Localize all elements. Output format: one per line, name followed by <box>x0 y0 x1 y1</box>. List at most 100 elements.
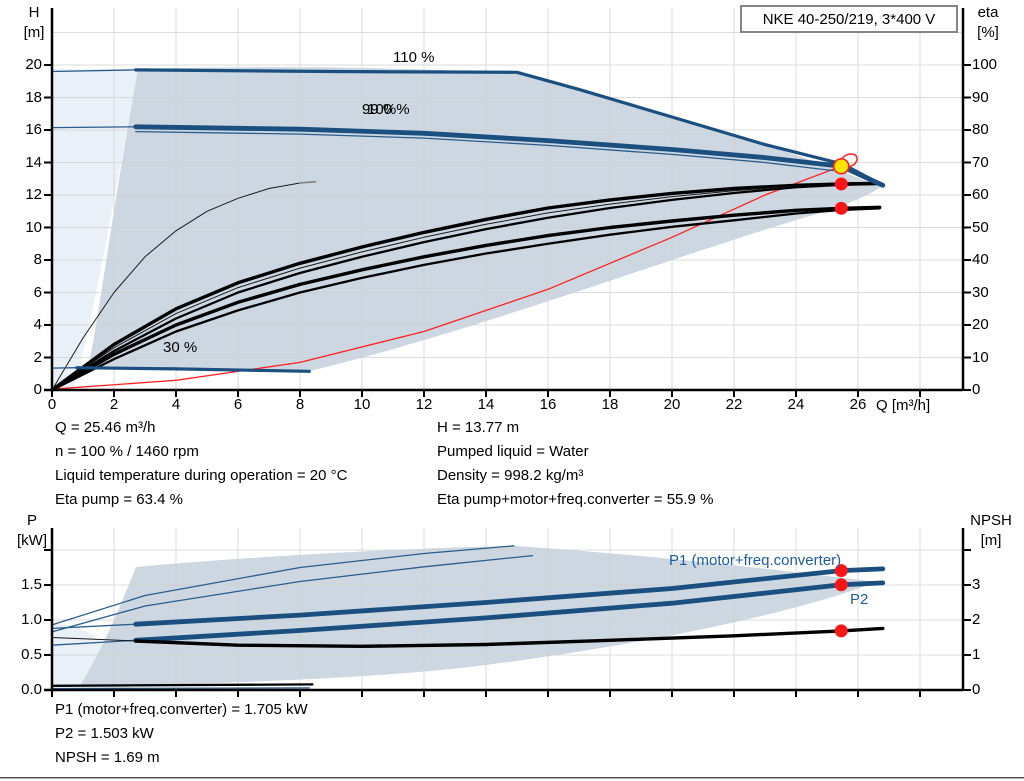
qh-30-curve <box>75 366 311 373</box>
qh-99-curve <box>135 130 834 172</box>
qh-100-curve-thin <box>51 126 137 129</box>
h-axis-tick-labels: 20 18 16 14 12 10 8 6 4 2 0 <box>6 56 42 399</box>
info-line: Pumped liquid = Water <box>437 443 589 460</box>
tick-label: 100 <box>972 56 998 73</box>
tick-label: 50 <box>972 218 989 236</box>
p1-curve <box>133 566 886 627</box>
eta-total-curve <box>50 205 882 392</box>
tick-label: 1 <box>972 646 981 663</box>
qh-limit-curve-red <box>51 165 842 390</box>
p-axis-title-line1: P <box>26 512 37 529</box>
info-line: P2 = 1.503 kW <box>55 725 154 742</box>
p-30-curve-black <box>50 683 314 687</box>
tick-label: 70 <box>972 153 989 171</box>
p1-marker <box>834 564 848 578</box>
tick-label: 16 <box>25 121 42 138</box>
eta-axis-title-line2: [%] <box>977 24 999 41</box>
p1-curve-thin <box>51 623 137 630</box>
qh-100-curve <box>133 124 886 188</box>
tick-label: 60 <box>972 186 989 203</box>
info-line: Liquid temperature during operation = 20… <box>55 467 348 484</box>
tick-label: 16 <box>539 396 557 413</box>
p2-curve-thin <box>51 639 137 646</box>
pump-title: NKE 40-250/219, 3*400 V <box>762 10 936 28</box>
p2-marker <box>834 578 848 592</box>
h-axis-title-line1: H <box>28 4 40 21</box>
tick-label: 6 <box>233 396 243 413</box>
eta-axis-title-line1: eta <box>977 4 999 21</box>
q-axis-tick-labels: 0 2 4 6 8 10 12 14 16 18 20 22 24 26 <box>32 396 878 414</box>
tick-label: 8 <box>33 251 42 268</box>
npsh-axis-tick-labels: 3 2 1 0 <box>972 576 1012 699</box>
tick-label: 10 <box>353 396 371 413</box>
tick-label: 18 <box>25 88 42 106</box>
p1-110-curve <box>51 545 515 626</box>
tick-label: 3 <box>972 576 981 593</box>
info-line: Density = 998.2 kg/m³ <box>437 467 584 484</box>
eta-total-marker <box>834 201 848 215</box>
tick-label: 4 <box>33 316 42 333</box>
tick-label: 0 <box>972 681 981 698</box>
top-light-region <box>52 69 138 390</box>
eta-pump-curve-b <box>50 182 881 392</box>
p-30-curve-blue <box>51 687 310 690</box>
info-line: H = 13.77 m <box>437 419 520 436</box>
tick-label: 0 <box>33 381 42 398</box>
tick-label: 12 <box>25 186 42 203</box>
npsh-curve-thin <box>51 637 137 642</box>
duty-point-marker[interactable] <box>832 157 850 175</box>
speed-label-99: 99 % <box>362 101 397 118</box>
tick-label: 0 <box>47 396 57 413</box>
tick-label: 20 <box>25 56 42 73</box>
tick-label: 6 <box>33 283 42 301</box>
tick-label: 0 <box>972 381 981 398</box>
eta-110-curve-end <box>299 180 317 184</box>
p2-110-curve <box>51 554 534 633</box>
tick-label: 80 <box>972 121 989 138</box>
tick-label: 24 <box>787 396 805 413</box>
footer-panel: P1 (motor+freq.converter) = 1.705 kW P2 =… <box>55 698 308 770</box>
p2-curve-label: P2 <box>850 591 869 608</box>
tick-label: 2 <box>109 396 119 413</box>
bottom-divider <box>0 777 1024 779</box>
speed-label-30: 30 % <box>163 339 198 356</box>
qh-110-curve-thin <box>51 69 137 73</box>
tick-label: 1.0 <box>21 611 42 628</box>
qh-110-curve <box>134 68 885 187</box>
npsh-marker <box>834 624 848 638</box>
tick-label: 20 <box>972 316 989 333</box>
tick-label: 0.0 <box>21 681 42 698</box>
tick-label: 0.5 <box>21 646 42 663</box>
npsh-axis-title-line1: NPSH <box>970 512 1012 529</box>
info-line: P1 (motor+freq.converter) = 1.705 kW <box>55 701 308 718</box>
tick-label: 40 <box>972 251 989 268</box>
tick-label: 2 <box>33 348 42 366</box>
info-line: n = 100 % / 1460 rpm <box>55 443 199 460</box>
tick-label: 10 <box>972 348 989 366</box>
tick-label: 4 <box>171 396 181 413</box>
tick-label: 22 <box>725 396 743 413</box>
tick-label: 1.5 <box>21 576 42 593</box>
eta-pump-curve <box>50 181 882 392</box>
tick-label: 14 <box>477 396 495 413</box>
eta-pump-marker <box>834 177 848 191</box>
tick-label: 26 <box>849 396 867 413</box>
tick-label: 30 <box>972 283 989 301</box>
p-axis-tick-labels: 1.5 1.0 0.5 0.0 <box>6 576 42 699</box>
info-line: Eta pump = 63.4 % <box>55 491 183 508</box>
eta-axis-tick-labels: 100 90 80 70 60 50 40 30 20 10 0 <box>972 56 1012 399</box>
npsh-axis-title-line2: [m] <box>980 532 1002 549</box>
eta-110-curve <box>51 182 301 391</box>
pump-title-box: NKE 40-250/219, 3*400 V <box>740 5 958 33</box>
tick-label: 14 <box>25 153 42 171</box>
tick-label: 12 <box>415 396 433 413</box>
p1-curve-label: P1 (motor+freq.converter) <box>669 552 842 569</box>
axes <box>44 8 971 697</box>
info-line: NPSH = 1.69 m <box>55 749 160 766</box>
eta-pump-curve-thin <box>51 183 881 391</box>
tick-label: 2 <box>972 611 981 628</box>
eta-total-curve-b <box>50 207 881 392</box>
info-line: Q = 25.46 m³/h <box>55 419 156 436</box>
info-line: Eta pump+motor+freq.converter = 55.9 % <box>437 491 714 508</box>
